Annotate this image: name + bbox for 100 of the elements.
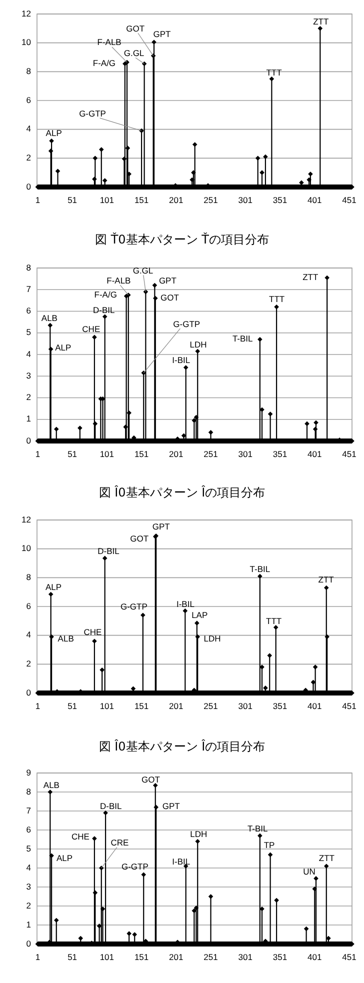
- x-tick-label: 1: [35, 952, 40, 962]
- annotation: I-BIL: [172, 355, 190, 366]
- x-tick-label: 1: [35, 449, 40, 459]
- annotation: CHE: [82, 324, 100, 334]
- x-tick-label: 101: [100, 195, 114, 205]
- y-tick-label: 7: [26, 284, 32, 294]
- annotation: LDH: [204, 634, 221, 644]
- y-tick-label: 3: [26, 881, 32, 892]
- x-tick-label: 401: [308, 449, 322, 459]
- x-tick-label: 51: [68, 195, 78, 205]
- x-tick-label: 351: [272, 449, 288, 459]
- annotation: ALB: [41, 312, 58, 323]
- annotation: UN: [303, 866, 316, 876]
- annotation: TTT: [266, 616, 282, 626]
- annotation: F-ALB: [106, 275, 132, 286]
- annotation: GOT: [141, 774, 160, 785]
- x-tick-label: 201: [169, 952, 184, 962]
- y-tick-label: 3: [26, 370, 32, 380]
- x-tick-label: 251: [204, 701, 218, 711]
- annotation: ZTT: [318, 853, 334, 864]
- x-tick-label: 301: [238, 701, 253, 711]
- y-tick-label: 8: [26, 786, 32, 796]
- y-tick-label: 2: [26, 658, 32, 668]
- text: 図 Î0基本パターン Îの項目分布: [98, 484, 266, 500]
- y-tick-label: 6: [26, 94, 32, 105]
- annotation: ZTT: [318, 574, 334, 585]
- x-tick-label: 351: [272, 952, 288, 962]
- annotation: LAP: [192, 610, 208, 620]
- y-tick-label: 9: [26, 767, 32, 778]
- x-tick-label: 401: [308, 195, 322, 205]
- y-tick-label: 0: [26, 687, 32, 698]
- y-tick-label: 7: [26, 805, 32, 816]
- x-tick-label: 1: [35, 195, 40, 205]
- annotation: ALP: [55, 342, 72, 353]
- y-tick-label: 0: [26, 938, 32, 948]
- x-tick-label: 351: [272, 195, 288, 205]
- annotation: ALP: [56, 853, 73, 864]
- annotation: D-BIL: [92, 304, 115, 315]
- annotation: T-BIL: [247, 823, 268, 834]
- annotation: T-BIL: [232, 334, 254, 344]
- y-tick-label: 8: [26, 66, 32, 76]
- x-tick-label: 151: [134, 449, 149, 459]
- text: 図 Ť0基本パターン Ťの項目分布: [95, 231, 269, 246]
- annotation: ALB: [58, 634, 74, 644]
- x-tick-label: 51: [68, 952, 78, 962]
- text: 図 Î0基本パターン Îの項目分布: [98, 738, 266, 754]
- x-tick-label: 251: [204, 195, 218, 205]
- x-tick-label: 401: [308, 952, 322, 962]
- y-tick-label: 10: [22, 543, 32, 554]
- y-tick-label: 8: [26, 572, 32, 582]
- x-tick-label: 401: [308, 701, 322, 711]
- annotation: D-BIL: [100, 800, 122, 811]
- annotation: ZTT: [313, 16, 329, 27]
- y-tick-label: 4: [26, 124, 32, 134]
- x-tick-label: 101: [100, 952, 114, 962]
- annotation: F-A/G: [94, 290, 117, 300]
- annotation: G-GTP: [79, 108, 106, 118]
- x-tick-label: 151: [134, 195, 149, 205]
- y-tick-label: 2: [26, 900, 32, 910]
- annotation: LDH: [190, 340, 207, 350]
- annotation: GOT: [160, 292, 179, 303]
- annotation: CHE: [84, 627, 102, 638]
- y-tick-label: 4: [26, 348, 32, 359]
- annotation: I-BIL: [176, 599, 195, 610]
- x-tick-label: 151: [134, 952, 149, 962]
- x-tick-label: 451: [342, 195, 357, 205]
- x-tick-label: 1: [35, 701, 40, 711]
- annotation: G.GL: [132, 265, 154, 276]
- y-tick-label: 0: [26, 435, 32, 446]
- y-tick-label: 2: [26, 392, 32, 402]
- annotation: F-A/G: [92, 58, 116, 68]
- annotation: G-GTP: [173, 318, 200, 329]
- x-tick-label: 351: [272, 701, 288, 711]
- y-tick-label: 1: [26, 414, 32, 424]
- x-tick-label: 201: [169, 195, 184, 205]
- annotation: TP: [264, 840, 276, 850]
- y-tick-label: 4: [26, 630, 32, 640]
- x-tick-label: 201: [169, 449, 184, 459]
- annotation: GPT: [162, 801, 180, 812]
- x-tick-label: 451: [342, 449, 357, 459]
- annotation: D-BIL: [98, 546, 120, 556]
- x-tick-label: 251: [204, 449, 218, 459]
- x-tick-label: 301: [238, 449, 253, 459]
- annotation: F-ALB: [97, 37, 122, 48]
- annotation: G.GL: [124, 48, 144, 58]
- annotation: TTT: [266, 68, 282, 78]
- y-tick-label: 12: [22, 514, 32, 524]
- x-tick-label: 201: [169, 701, 184, 711]
- x-tick-label: 101: [100, 701, 114, 711]
- annotation: GPT: [153, 29, 171, 40]
- annotation: GPT: [158, 275, 176, 286]
- y-tick-label: 0: [26, 181, 32, 192]
- annotation: G-GTP: [120, 601, 148, 612]
- annotation: CRE: [110, 838, 129, 848]
- x-tick-label: 251: [204, 952, 218, 962]
- annotation: GOT: [126, 23, 145, 34]
- y-tick-label: 2: [26, 152, 32, 162]
- x-tick-label: 101: [100, 449, 114, 459]
- y-tick-label: 4: [26, 862, 32, 872]
- annotation: ALP: [46, 582, 62, 592]
